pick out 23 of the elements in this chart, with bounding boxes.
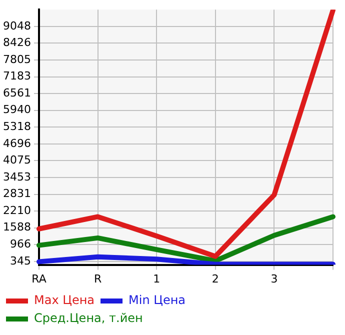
y-tick-label: 7183 [2, 70, 31, 83]
y-tick-label: 345 [10, 254, 31, 268]
y-tick-label: 4075 [2, 154, 31, 167]
y-tick-label: 6561 [2, 86, 31, 100]
y-tick-label: 5318 [2, 120, 31, 133]
y-tick-label: 966 [10, 238, 31, 251]
y-tick-label: 3453 [2, 170, 31, 184]
x-tick-label: RA [32, 272, 47, 286]
x-tick-label: 3 [270, 272, 278, 286]
x-tick-label: 2 [212, 272, 219, 286]
x-tick-label: 1 [153, 272, 160, 286]
y-tick-label: 4696 [2, 136, 31, 150]
legend-label: Max Цена [34, 293, 95, 308]
y-tick-label: 8426 [2, 36, 31, 50]
x-tick-label: R [94, 272, 102, 286]
y-tick-label: 1588 [2, 220, 31, 234]
legend-label: Сред.Цена, т.йен [34, 311, 143, 326]
y-tick-label: 9048 [2, 19, 31, 32]
y-tick-label: 2210 [2, 204, 31, 217]
y-tick-label: 7805 [2, 52, 31, 66]
y-tick-label: 5940 [2, 103, 31, 116]
legend-label: Min Цена [128, 293, 186, 308]
y-tick-label: 2831 [2, 187, 31, 200]
